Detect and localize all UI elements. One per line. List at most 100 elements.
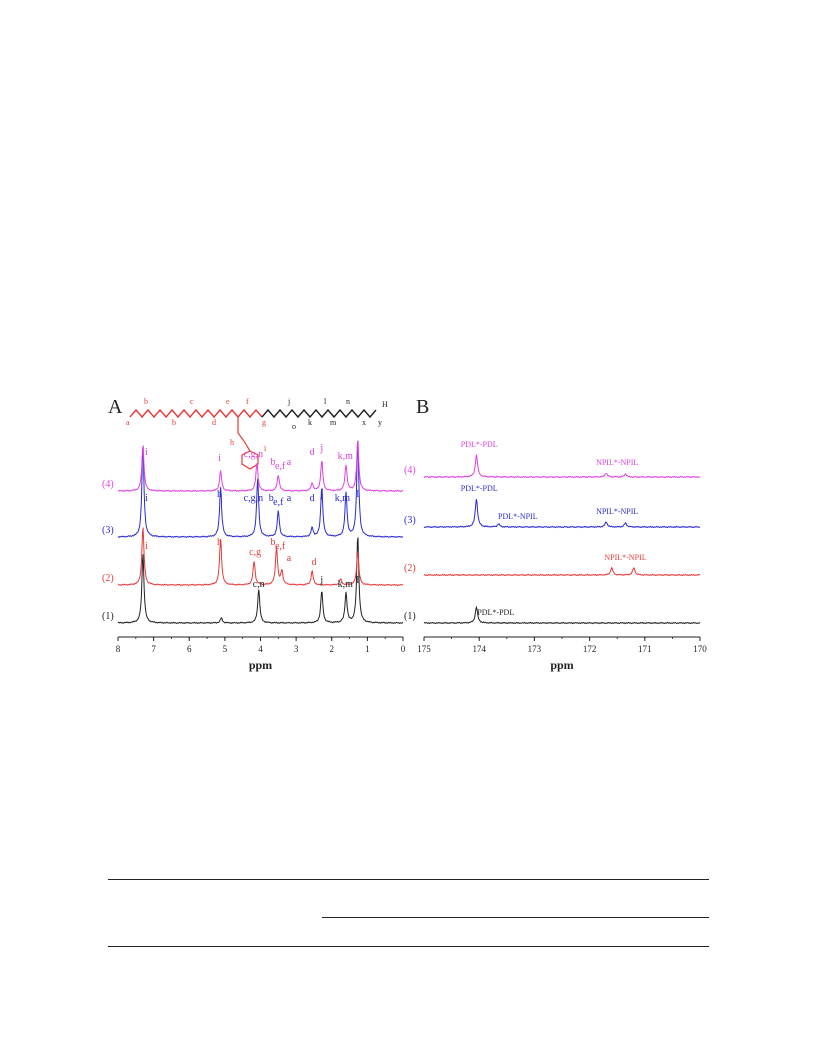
x-tick-label: 174 (472, 644, 486, 654)
x-tick-label: 1 (365, 644, 370, 654)
panel-b-13c-spectra: PDL*-PDL NPIL*-NPIL PDL*-PDL PDL*-NPIL NPIL*… (404, 440, 707, 672)
structure-label: g (262, 418, 266, 427)
peak-label: l (356, 575, 359, 586)
structure-label: n (346, 397, 350, 406)
peak-label: c,n (253, 579, 265, 590)
x-tick-label: 8 (116, 644, 121, 654)
series-label: (4) (404, 465, 416, 476)
peak-label: b (270, 537, 275, 548)
structure-ch2-bond (243, 440, 251, 452)
peak-label: k,m (335, 493, 351, 504)
spectrum-trace-1 (117, 537, 404, 625)
series-label: (4) (102, 479, 114, 490)
peak-label: e,f (275, 461, 286, 472)
structure-label: y (378, 418, 382, 427)
spectrum-trace-2 (117, 527, 404, 587)
peak-label: i (145, 447, 148, 458)
x-tick-label: 2 (330, 644, 335, 654)
peak-label: c,g (249, 547, 261, 558)
x-tick-label: 0 (401, 644, 406, 654)
peak-label: NPIL*-NPIL (596, 507, 638, 516)
x-tick-label: 171 (638, 644, 652, 654)
table-mid-rule (322, 917, 709, 918)
peak-label: j (319, 489, 323, 500)
spectrum-trace-3 (117, 440, 404, 539)
series-label: (3) (102, 525, 114, 536)
structure-label: k (308, 418, 312, 427)
table-bottom-rule (108, 946, 709, 947)
peak-label: PDL*-PDL (461, 440, 498, 449)
x-tick-label: 6 (187, 644, 192, 654)
peak-label: e,f (273, 497, 284, 508)
structure-label: i (264, 444, 267, 453)
peak-label: NPIL*-NPIL (604, 553, 646, 562)
peak-label: PDL*-NPIL (498, 512, 538, 521)
peak-label: h (217, 537, 222, 548)
spectrum-trace-2 (423, 566, 701, 577)
structure-label: b (144, 397, 148, 406)
peak-label: k,m (338, 579, 354, 590)
structure-side-bond (237, 432, 245, 442)
spectrum-trace-4 (423, 454, 701, 479)
structure-label: H (382, 400, 388, 409)
series-label: (3) (404, 515, 416, 526)
peak-label: b (270, 457, 275, 468)
peak-label: i (218, 453, 221, 464)
structure-label: f (246, 397, 249, 406)
structure-black-chain (261, 408, 377, 419)
spectrum-trace-3 (423, 499, 701, 529)
x-tick-label: 175 (417, 644, 431, 654)
series-label: (2) (404, 563, 416, 574)
structure-label: j (287, 397, 290, 406)
structure-benzene-ring (241, 450, 259, 470)
peak-label: d (310, 493, 315, 504)
x-tick-label: 3 (294, 644, 299, 654)
peak-label: i (145, 541, 148, 552)
peak-label: d (311, 557, 316, 568)
peak-label: c,g,n (244, 493, 263, 504)
peak-label: a (287, 553, 292, 564)
series-label: (2) (102, 573, 114, 584)
peak-label: a (287, 457, 292, 468)
peak-label: j (319, 575, 323, 586)
structure-label: x (362, 418, 366, 427)
x-tick-label: 170 (693, 644, 707, 654)
peak-label: e,f (275, 541, 286, 552)
peak-label: PDL*-PDL (461, 484, 498, 493)
peak-label: l (356, 489, 359, 500)
x-tick-label: 172 (583, 644, 597, 654)
peak-label: i (145, 493, 148, 504)
structure-label: h (230, 438, 234, 447)
panel-b-label: B (416, 396, 429, 418)
panel-a-label: A (108, 396, 123, 418)
peak-label: l (356, 443, 359, 454)
peak-label: c,g,n (244, 449, 263, 460)
series-label: (1) (404, 611, 416, 622)
panel-a-1h-spectra: c,n j k,m li hc,gb e,fa di h c,g,n b e,f a d j k,m lii c… (102, 440, 406, 672)
structure-red-chain (129, 408, 263, 419)
x-tick-label: 173 (528, 644, 542, 654)
x-tick-label: 5 (223, 644, 228, 654)
peak-label: h (217, 489, 222, 500)
x-tick-label: 4 (258, 644, 263, 654)
structure-label: b (172, 418, 176, 427)
peak-label: d (310, 447, 315, 458)
peak-label: b (269, 493, 274, 504)
panel-b-x-axis-label: ppm (550, 658, 573, 672)
structure-label: o (292, 422, 296, 431)
structure-label: c (190, 397, 194, 406)
peak-label: PDL*-PDL (477, 608, 514, 617)
peak-label: j (319, 443, 323, 454)
structure-label: m (330, 418, 337, 427)
peak-label: a (287, 493, 292, 504)
peak-label: k,m (338, 451, 354, 462)
peak-label: NPIL*-NPIL (596, 458, 638, 467)
spectrum-trace-1 (423, 605, 701, 625)
structure-label: d (212, 418, 216, 427)
panel-a-x-axis-label: ppm (249, 658, 272, 672)
x-tick-label: 7 (151, 644, 156, 654)
structure-label: a (126, 418, 130, 427)
